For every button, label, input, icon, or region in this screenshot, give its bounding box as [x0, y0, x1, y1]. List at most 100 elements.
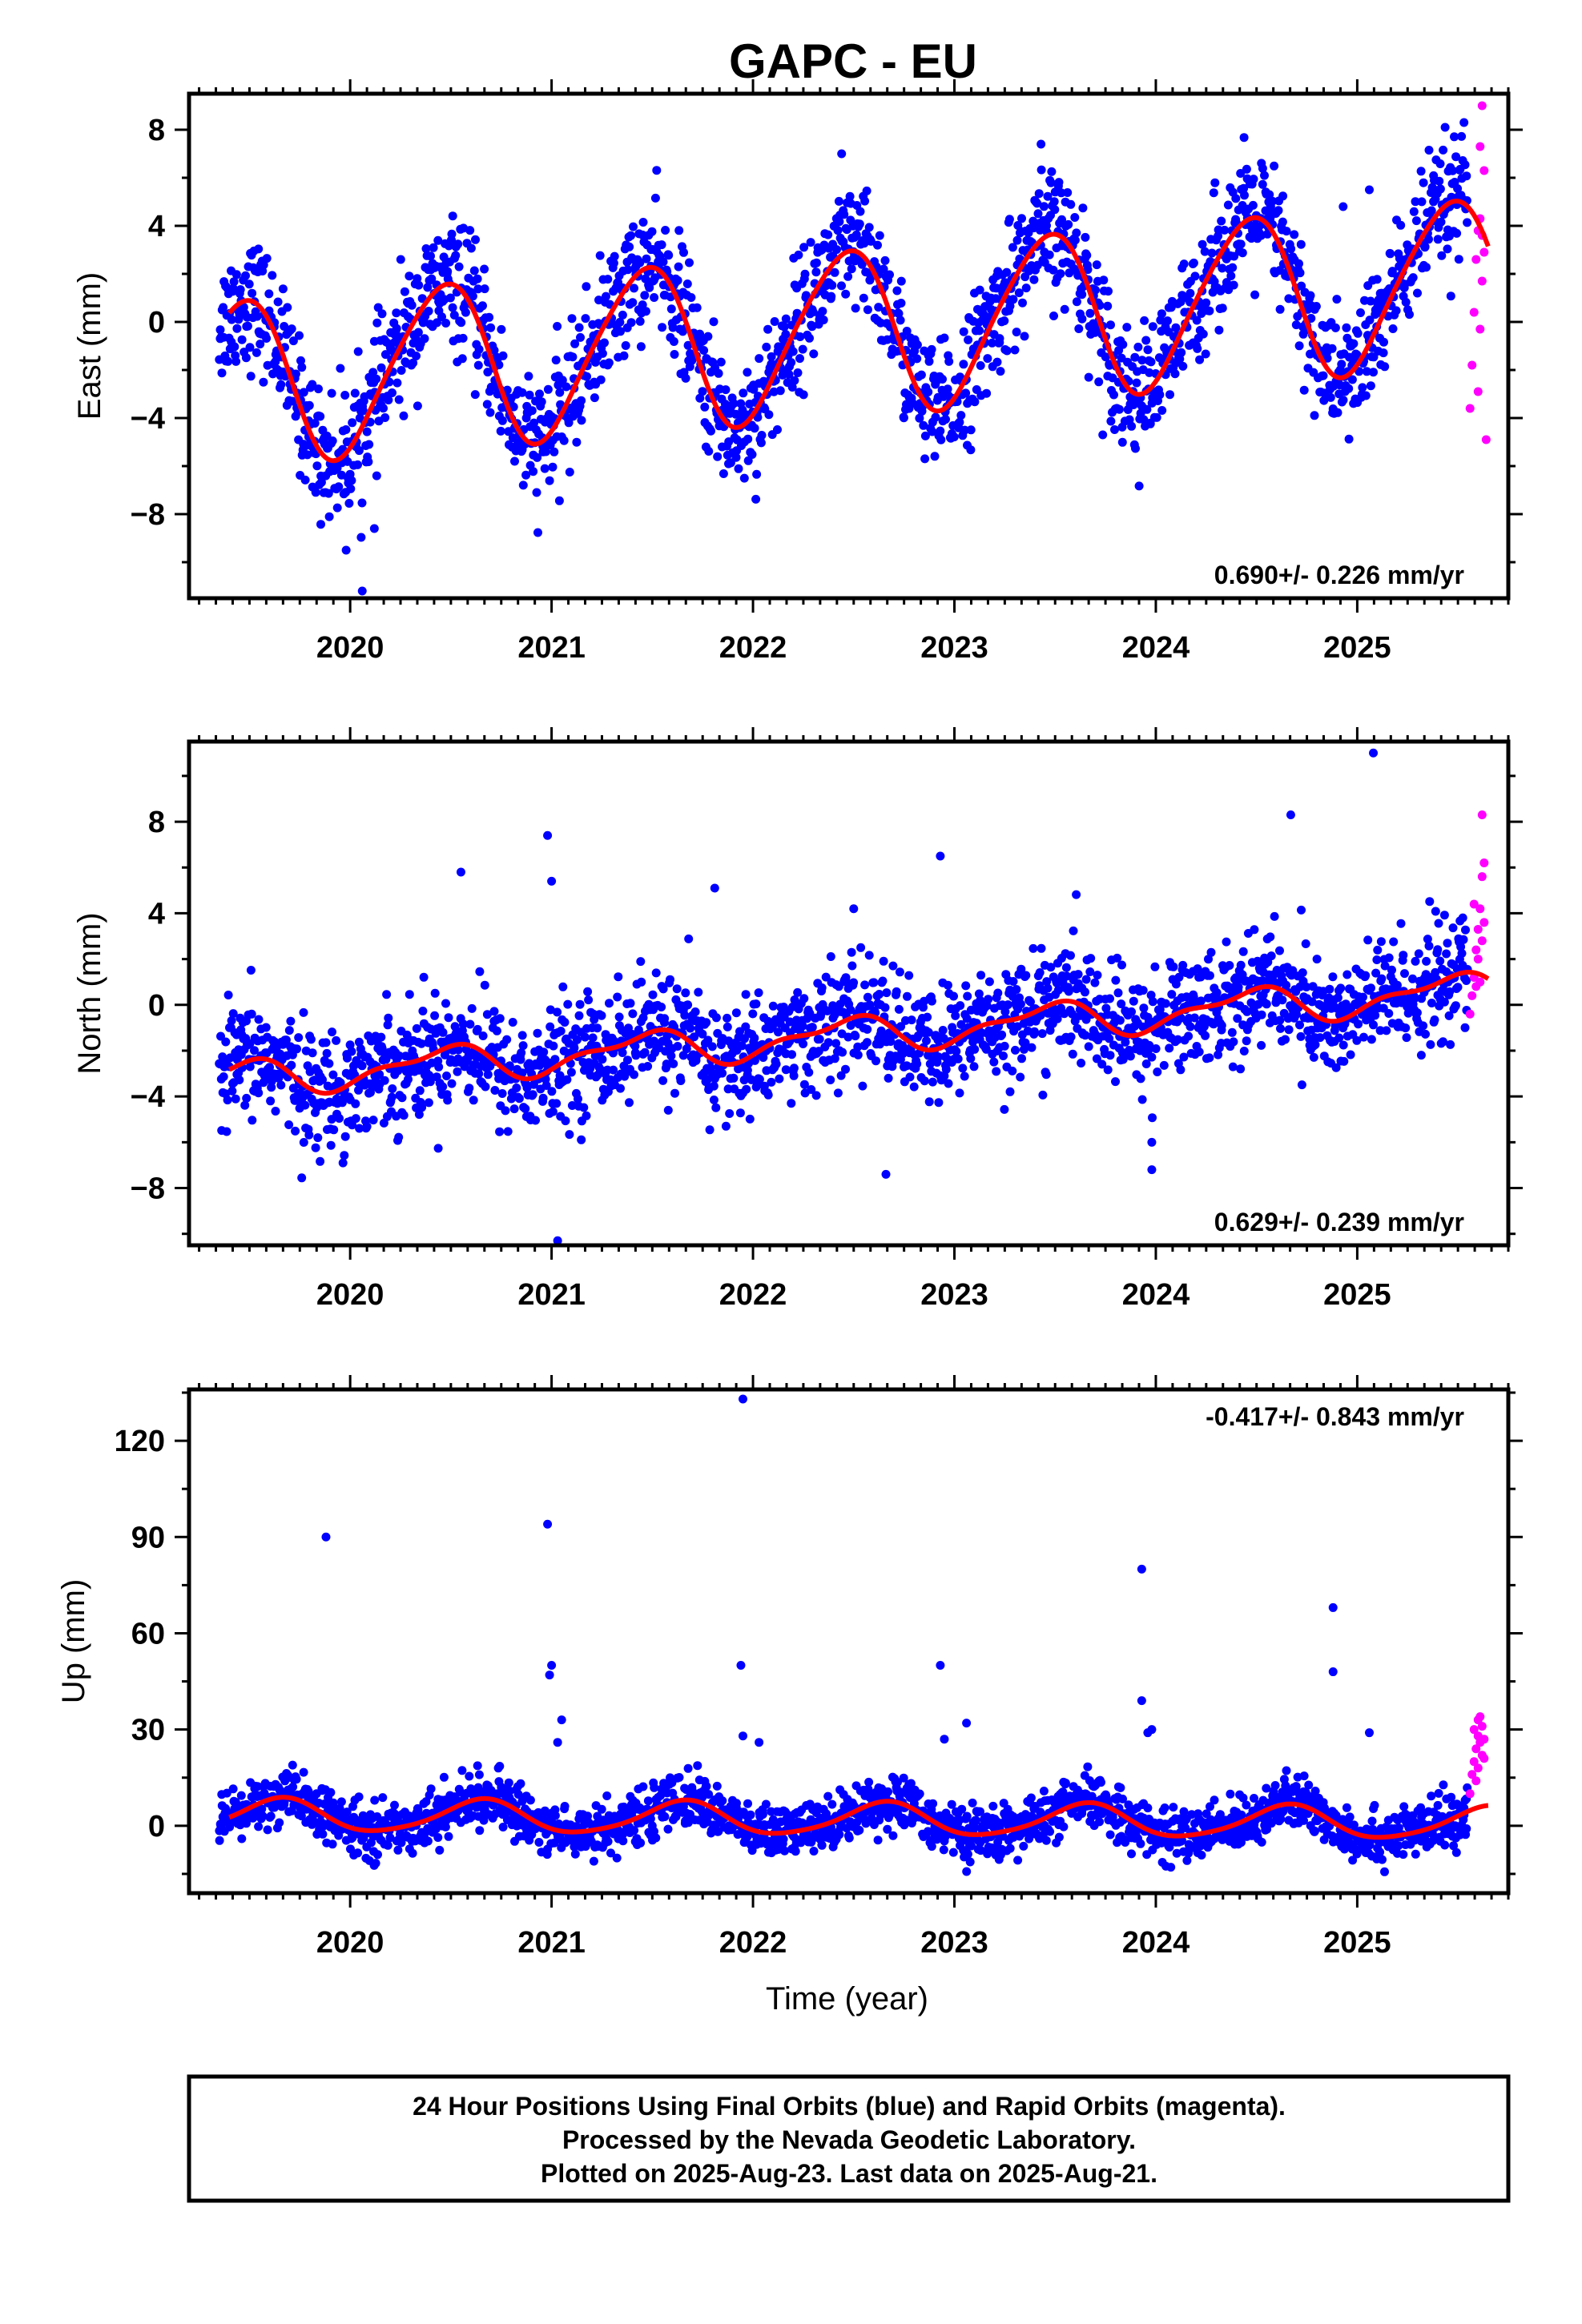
final-orbit-point	[582, 1111, 591, 1120]
final-orbit-point	[1239, 133, 1249, 143]
final-orbit-point	[381, 1055, 391, 1064]
final-orbit-point	[304, 400, 314, 410]
y-tick-label: 8	[148, 114, 165, 147]
final-orbit-point	[1288, 966, 1298, 975]
final-orbit-point	[938, 375, 947, 384]
final-orbit-point	[698, 387, 707, 396]
final-orbit-point	[1440, 123, 1450, 132]
final-orbit-point	[603, 275, 613, 284]
final-orbit-point	[635, 316, 645, 326]
final-orbit-point	[1411, 216, 1421, 226]
final-orbit-point	[448, 303, 457, 312]
final-orbit-point	[709, 317, 719, 327]
final-orbit-point	[795, 354, 804, 364]
final-orbit-point	[480, 980, 489, 990]
final-orbit-point	[246, 372, 256, 381]
final-orbit-point	[485, 1061, 495, 1071]
final-orbit-point	[345, 1040, 355, 1050]
final-orbit-point	[1131, 444, 1140, 453]
final-orbit-point	[1137, 1095, 1147, 1104]
final-orbit-point	[1302, 983, 1311, 991]
final-orbit-point	[1106, 320, 1115, 330]
final-orbit-point	[1239, 1047, 1249, 1055]
final-orbit-point	[573, 1035, 582, 1044]
outlier-point	[936, 851, 945, 861]
final-orbit-point	[1081, 1031, 1090, 1040]
final-orbit-point	[793, 987, 803, 997]
final-orbit-point	[638, 218, 648, 227]
final-orbit-point	[798, 344, 807, 354]
plot-area	[215, 1394, 1489, 1876]
final-orbit-point	[377, 309, 387, 319]
final-orbit-point	[1072, 228, 1081, 238]
final-orbit-point	[626, 231, 635, 240]
final-orbit-point	[1275, 1015, 1285, 1025]
final-orbit-point	[1257, 1040, 1266, 1050]
final-orbit-point	[915, 413, 924, 423]
final-orbit-point	[380, 1076, 389, 1085]
final-orbit-point	[1361, 971, 1371, 980]
final-orbit-point	[770, 317, 779, 326]
final-orbit-point	[368, 368, 378, 377]
final-orbit-point	[832, 245, 841, 255]
final-orbit-point	[346, 484, 356, 493]
final-orbit-point	[1029, 943, 1038, 953]
final-orbit-point	[1275, 304, 1285, 314]
final-orbit-point	[1003, 1000, 1012, 1010]
final-orbit-point	[637, 977, 646, 987]
final-orbit-point	[407, 300, 417, 310]
final-orbit-point	[1275, 946, 1284, 955]
final-orbit-point	[227, 1086, 237, 1096]
final-orbit-point	[616, 327, 625, 336]
final-orbit-point	[837, 281, 846, 291]
final-orbit-point	[1262, 999, 1271, 1009]
outlier-point	[837, 149, 847, 159]
final-orbit-point	[743, 368, 752, 377]
final-orbit-point	[658, 257, 668, 267]
final-orbit-point	[726, 458, 735, 468]
final-orbit-point	[1117, 960, 1126, 970]
final-orbit-point	[1012, 985, 1021, 994]
final-orbit-point	[827, 292, 836, 301]
final-orbit-point	[1366, 296, 1375, 306]
final-orbit-point	[1236, 960, 1246, 970]
final-orbit-point	[865, 1000, 875, 1010]
outlier-point	[1147, 1165, 1157, 1175]
final-orbit-point	[1419, 178, 1428, 187]
final-orbit-point	[962, 1014, 972, 1023]
final-orbit-point	[1072, 890, 1081, 899]
final-orbit-point	[570, 339, 580, 348]
final-orbit-point	[826, 952, 835, 961]
final-orbit-point	[231, 356, 241, 366]
final-orbit-point	[348, 1120, 357, 1130]
final-orbit-point	[800, 269, 810, 279]
final-orbit-point	[548, 1107, 558, 1116]
final-orbit-point	[645, 283, 654, 292]
final-orbit-point	[485, 312, 494, 322]
final-orbit-point	[750, 424, 759, 433]
final-orbit-point	[1077, 314, 1087, 324]
final-orbit-point	[1206, 947, 1216, 957]
final-orbit-point	[1150, 962, 1160, 971]
final-orbit-point	[533, 528, 542, 537]
final-orbit-point	[312, 461, 322, 471]
final-orbit-point	[1312, 955, 1322, 964]
final-orbit-point	[328, 1070, 338, 1080]
final-orbit-point	[545, 476, 554, 485]
final-orbit-point	[354, 446, 364, 456]
final-orbit-point	[596, 375, 606, 384]
final-orbit-point	[554, 496, 564, 505]
final-orbit-point	[847, 264, 856, 274]
final-orbit-point	[1435, 184, 1445, 194]
final-orbit-point	[1201, 349, 1210, 359]
final-orbit-point	[1205, 306, 1214, 316]
final-orbit-point	[960, 1072, 969, 1081]
final-orbit-point	[821, 972, 831, 982]
final-orbit-point	[248, 288, 257, 298]
final-orbit-point	[1401, 297, 1411, 307]
final-orbit-point	[663, 1105, 673, 1115]
final-orbit-point	[465, 1084, 474, 1093]
final-orbit-point	[874, 303, 884, 312]
final-orbit-point	[1262, 229, 1272, 239]
